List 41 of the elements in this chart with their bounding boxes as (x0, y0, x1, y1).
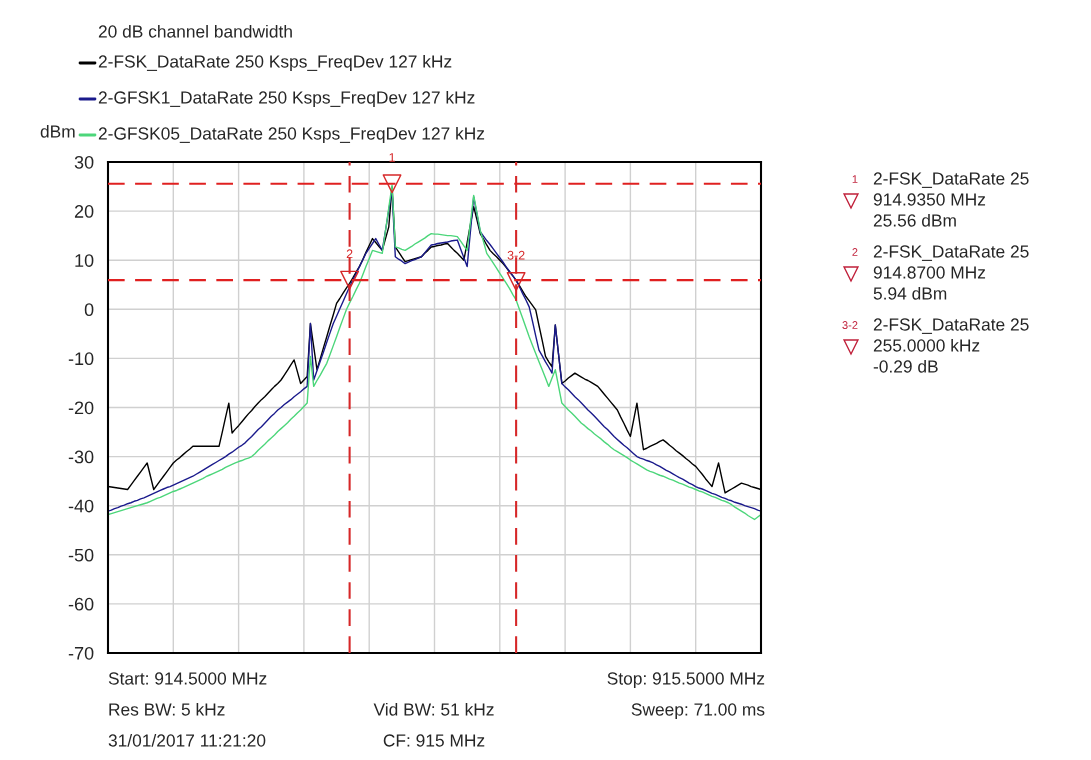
text: Sweep: 71.00 ms (631, 703, 765, 720)
y-tick-label: -50 (68, 548, 94, 562)
y-tick-label: -10 (68, 352, 94, 366)
text: 31/01/2017 11:21:20 (108, 733, 266, 747)
y-tick-label: -40 (68, 499, 94, 513)
text: 1 (389, 153, 395, 162)
text: 914.8700 MHz (873, 266, 986, 279)
text: CF: 915 MHz (383, 734, 485, 747)
point (506, 272, 526, 292)
text: 255.0000 kHz (873, 338, 980, 352)
text: Res BW: 5 kHz (109, 702, 225, 716)
y-tick-label: -60 (68, 597, 94, 611)
point (382, 174, 402, 194)
text: -0.29 dB (873, 359, 938, 373)
annotation: 3-2 (507, 250, 525, 260)
text: 5.94 dBm (873, 286, 947, 300)
text: 3-2 (842, 321, 858, 329)
legend-label: 2-GFSK1_DataRate 250 Ksps_FreqDev 127 kHz (98, 90, 475, 108)
text: 2 (852, 248, 858, 256)
y-tick-label: 20 (74, 205, 94, 218)
y-tick-label: 0 (84, 303, 94, 317)
text: Start: 914.5000 MHz (108, 672, 267, 685)
text: 25.56 dBm (873, 213, 956, 227)
y-axis-title: dBm (40, 124, 75, 138)
chart-title: 20 dB channel bandwidth (98, 24, 292, 38)
y-tick-label: -20 (68, 401, 94, 415)
text: 2-FSK_DataRate 25 (873, 245, 1029, 261)
annotation: 2 (346, 249, 353, 259)
text: Stop: 915.5000 MHz (607, 672, 765, 689)
legend-label: 2-FSK_DataRate 250 Ksps_FreqDev 127 kHz (98, 54, 452, 72)
y-tick-label: 30 (74, 155, 94, 169)
point (340, 270, 360, 290)
text: 2-FSK_DataRate 25 (873, 172, 1029, 188)
text: 914.9350 MHz (873, 193, 986, 206)
y-tick-label: 10 (75, 254, 94, 267)
y-tick-label: -30 (68, 450, 94, 464)
text: 2-FSK_DataRate 25 (873, 318, 1029, 334)
text: 1 (852, 175, 858, 183)
y-tick-label: -70 (68, 646, 94, 660)
legend-label: 2-GFSK05_DataRate 250 Ksps_FreqDev 127 kHz (98, 126, 485, 144)
text: Vid BW: 51 kHz (373, 702, 494, 716)
